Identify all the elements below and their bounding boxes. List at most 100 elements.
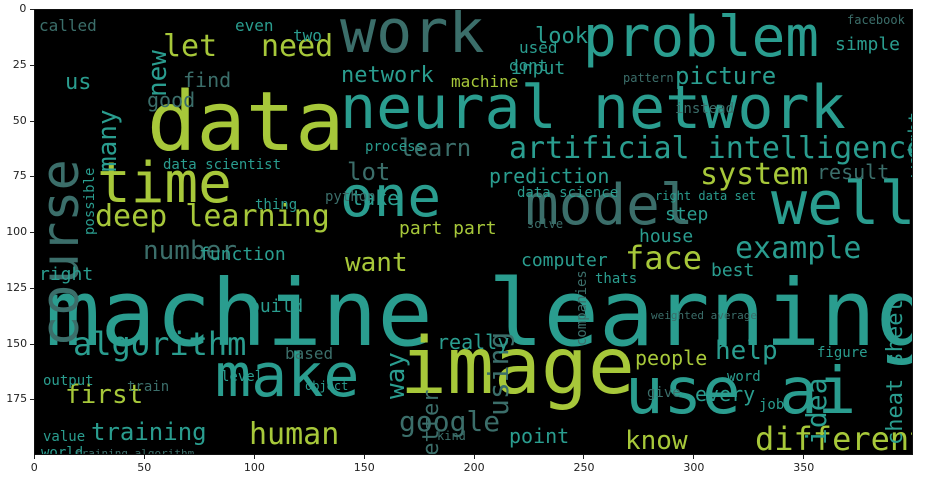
word-well: well <box>771 169 913 239</box>
x-tick-mark <box>583 455 585 459</box>
word-function: function <box>199 244 286 265</box>
word-right-data-set: right data set <box>655 189 757 203</box>
x-tick-mark <box>143 455 145 459</box>
word-kind: kind <box>437 429 466 443</box>
x-tick-mark <box>803 455 805 459</box>
x-tick-mark <box>473 455 475 459</box>
word-thing: thing <box>255 197 298 213</box>
word-based: based <box>285 344 334 363</box>
word-machine: machine <box>451 72 519 91</box>
word-good: good <box>147 88 196 112</box>
word-data-scientist: data scientist <box>163 157 282 173</box>
x-tick-label: 300 <box>683 461 705 474</box>
x-tick-label: 250 <box>573 461 595 474</box>
word-need: need <box>261 29 334 64</box>
word-system: system <box>700 157 809 192</box>
word-process: process <box>365 139 425 155</box>
y-tick-mark <box>30 176 34 178</box>
word-word: word <box>727 369 761 385</box>
word-even: even <box>235 16 274 35</box>
word-face: face <box>625 239 703 277</box>
word-point: point <box>509 424 570 448</box>
word-called: called <box>39 16 97 35</box>
word-training-algorithm: training algorithm <box>75 447 195 455</box>
word-best: best <box>711 260 755 281</box>
word-many: many <box>93 109 123 173</box>
word-know: know <box>625 426 688 455</box>
word-lot: lot <box>347 158 391 186</box>
word-right: right <box>39 264 94 285</box>
y-tick-mark <box>30 64 34 66</box>
word-job: job <box>759 397 785 413</box>
word-find: find <box>183 68 232 92</box>
word-let: let <box>163 29 218 64</box>
word-picture: picture <box>675 62 777 90</box>
word-two: two <box>293 26 322 45</box>
word-weighted-average: weighted average <box>651 309 757 322</box>
y-tick-mark <box>30 399 34 401</box>
y-tick-label: 75 <box>12 169 27 183</box>
y-tick-label: 175 <box>6 392 28 406</box>
word-world: world <box>41 445 84 455</box>
word-people: people <box>635 346 708 370</box>
y-tick-label: 25 <box>12 57 27 71</box>
word-used: used <box>519 38 558 57</box>
word-train: train <box>127 379 170 395</box>
word-level: level <box>221 369 264 385</box>
word-value: value <box>43 429 86 445</box>
word-take: take <box>351 186 400 210</box>
y-tick-mark <box>30 343 34 345</box>
word-training: training <box>91 418 207 446</box>
x-tick-mark <box>693 455 695 459</box>
word-result: result <box>817 160 890 184</box>
word-object: object <box>305 379 349 393</box>
word-course: course <box>34 159 91 348</box>
word-every: every <box>695 382 756 406</box>
word-network: network <box>341 63 434 88</box>
word-make: make <box>215 341 360 411</box>
y-tick-mark <box>30 287 34 289</box>
word-one: one <box>340 165 442 230</box>
word-cheat-sheet: cheat sheet <box>883 299 908 446</box>
word-thats: thats <box>595 271 638 287</box>
word-want: want <box>345 248 408 278</box>
x-tick-label: 200 <box>463 461 485 474</box>
word-facebook: facebook <box>847 13 905 27</box>
y-tick-label: 125 <box>6 280 28 294</box>
word-better: better <box>419 389 444 455</box>
word-house: house <box>639 226 694 247</box>
word-machine-learning: machine learning <box>45 260 913 367</box>
word-way: way <box>381 351 411 399</box>
x-tick-mark <box>253 455 255 459</box>
word-instead: instead <box>675 101 735 117</box>
word-example: example <box>735 231 862 266</box>
word-solve: solve <box>527 217 564 231</box>
word-deep-learning: deep learning <box>95 199 330 234</box>
word-image: image <box>400 322 635 412</box>
word-model: model <box>525 173 694 238</box>
word-first: first <box>65 380 144 410</box>
x-tick-label: 350 <box>793 461 815 474</box>
y-tick-mark <box>30 232 34 233</box>
y-tick-mark <box>30 9 34 10</box>
word-build: build <box>249 296 304 317</box>
wordcloud-image: machine learning data neural network image p… <box>34 9 913 455</box>
x-tick-mark <box>34 455 35 459</box>
y-tick-label: 100 <box>6 225 28 238</box>
word-human: human <box>249 417 340 452</box>
word-prediction: prediction <box>489 164 610 188</box>
word-input: input <box>511 58 566 79</box>
word-give: give <box>647 385 681 401</box>
word-us: us <box>65 70 92 95</box>
word-really: really <box>437 330 510 354</box>
y-tick-label: 0 <box>19 2 27 15</box>
word-data-science: data science <box>517 185 619 201</box>
x-tick-mark <box>363 455 365 459</box>
y-tick-label: 50 <box>12 113 27 127</box>
word-output: output <box>43 373 94 389</box>
word-google: google <box>399 405 501 438</box>
word-algorithm: algorithm <box>73 325 247 363</box>
x-tick-label: 100 <box>243 461 265 474</box>
word-number: number <box>143 236 237 266</box>
